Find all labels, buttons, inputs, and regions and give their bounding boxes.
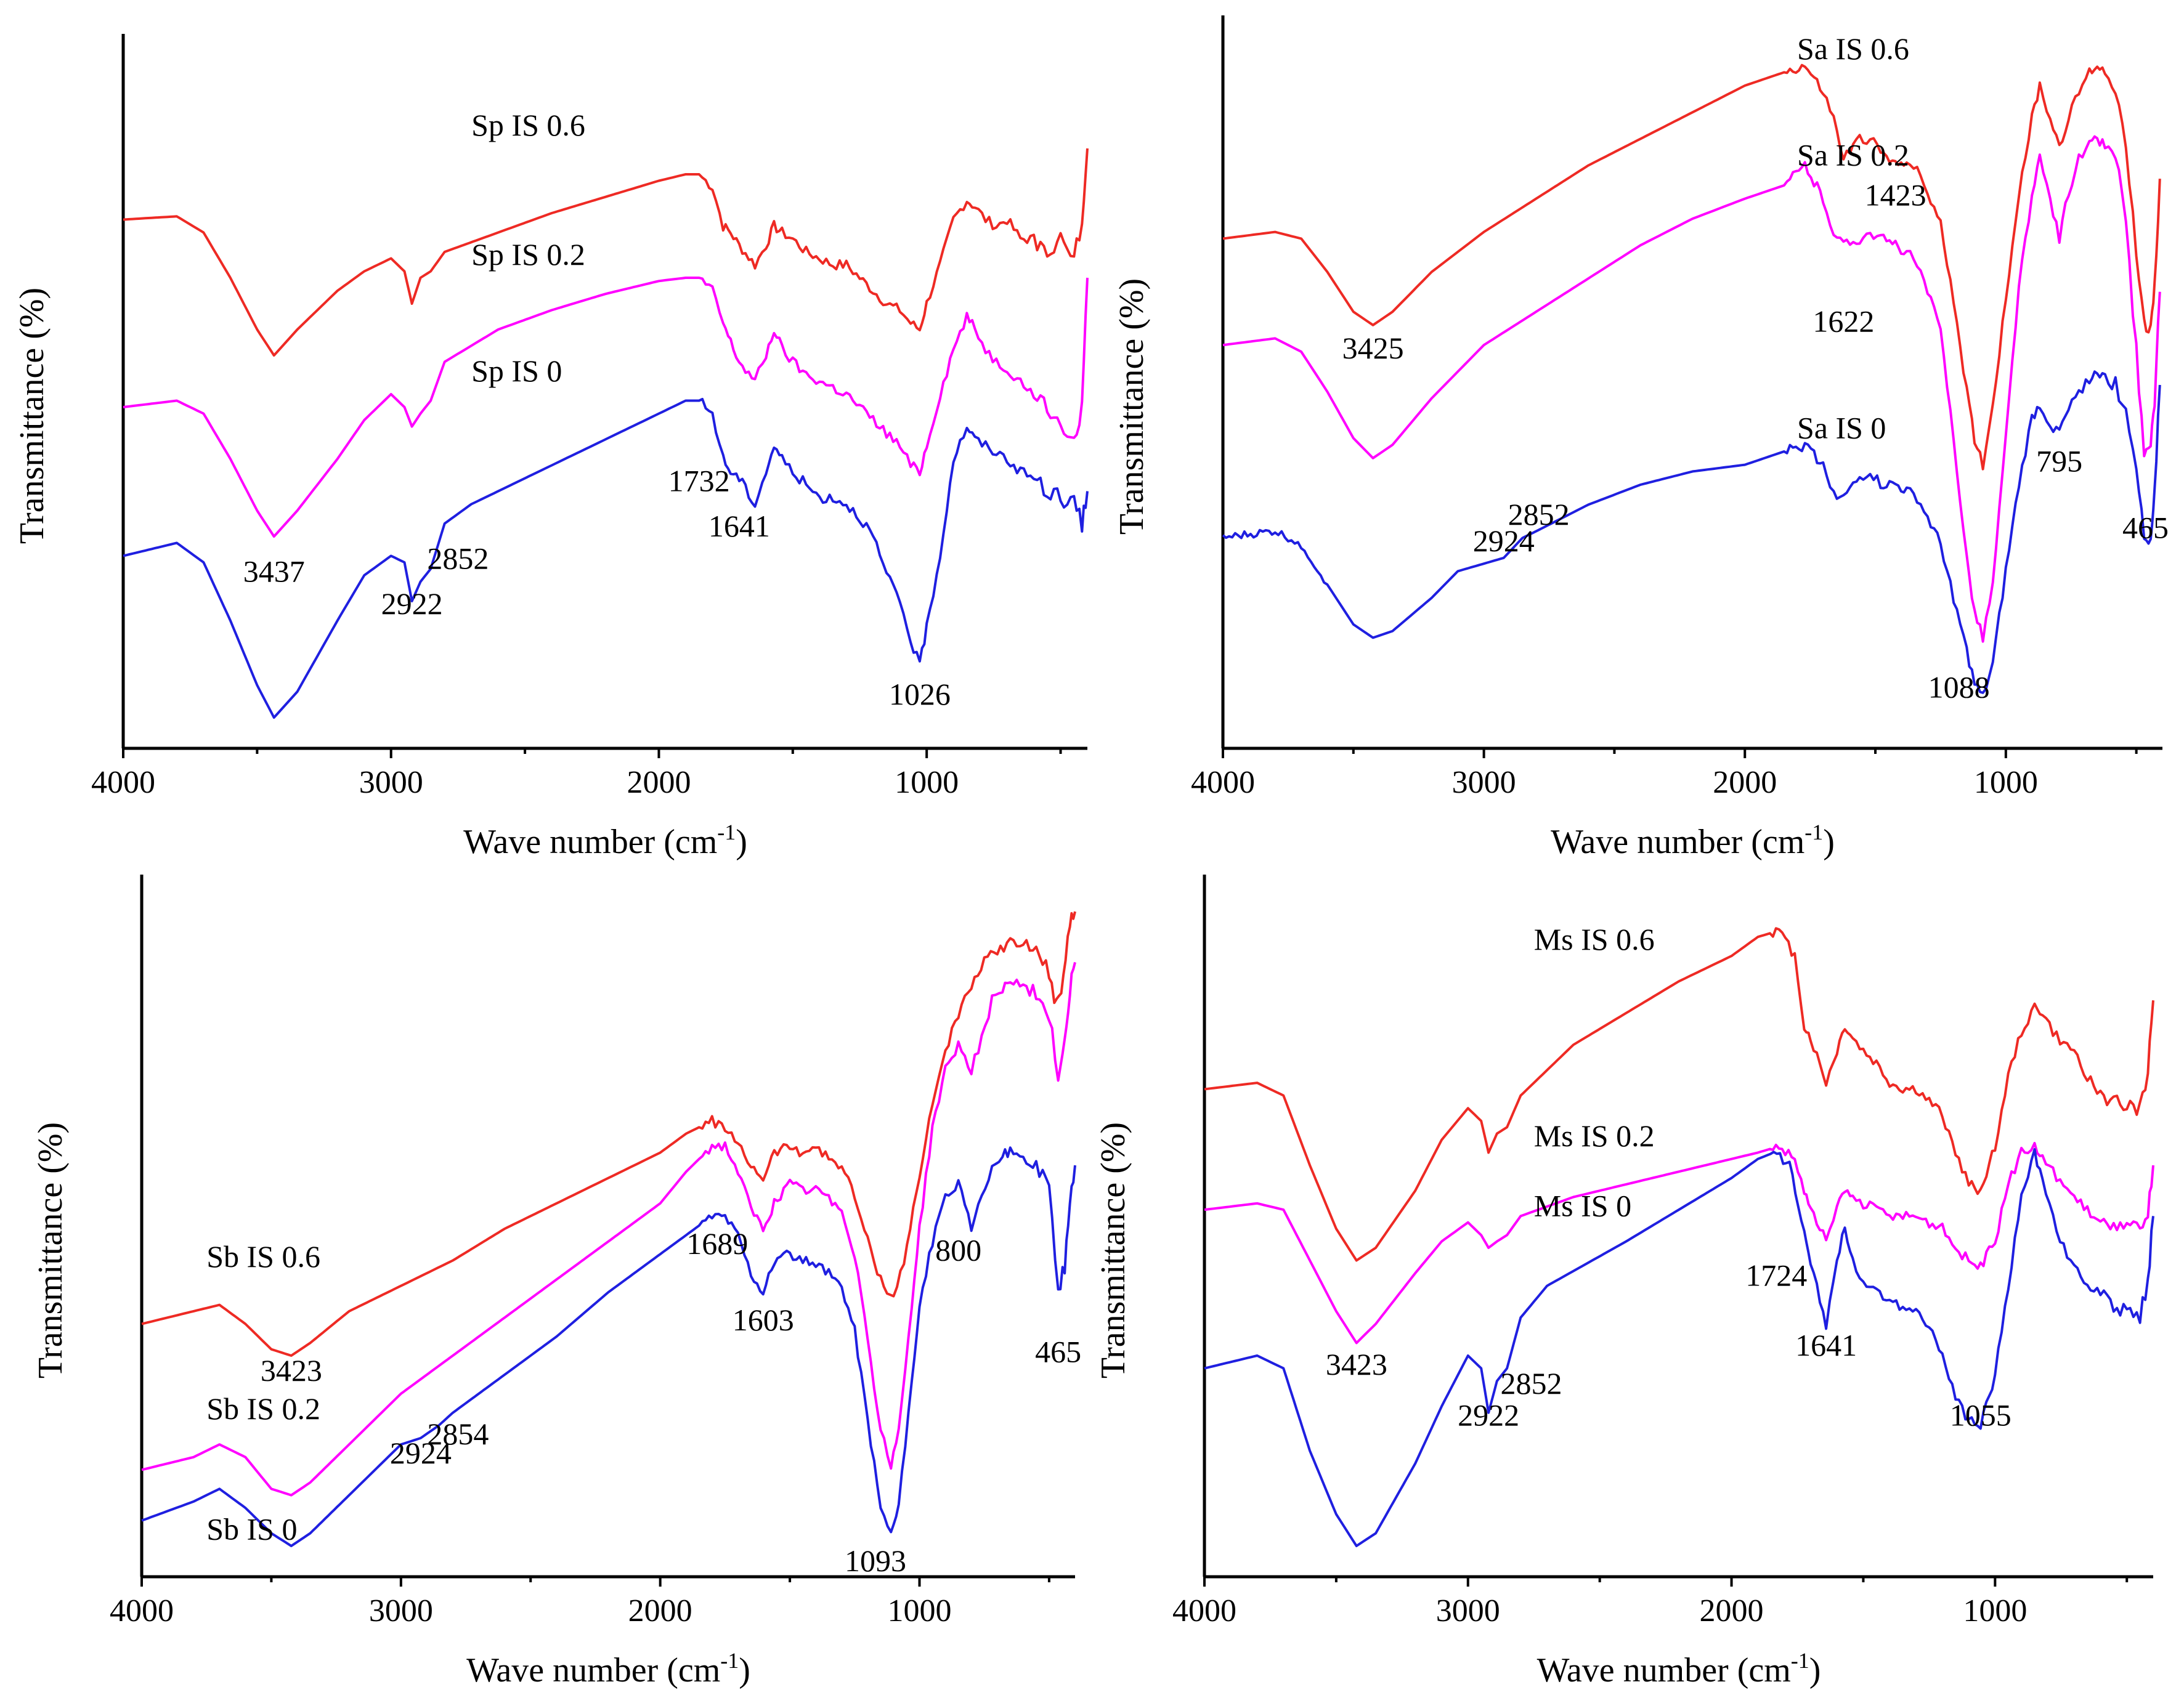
series-label: Sa IS 0.6 [1797, 31, 1909, 66]
peak-label: 1026 [889, 677, 951, 711]
x-axis-title-sup: -1 [717, 820, 736, 844]
y-axis-title: Transmittance (%) [1094, 1122, 1132, 1378]
x-axis-title-sup: -1 [1791, 1648, 1809, 1673]
x-axis-title: Wave number (cm-1) [463, 820, 747, 861]
series-label: Sa IS 0.2 [1797, 138, 1909, 172]
peak-label: 2924 [1473, 524, 1535, 558]
x-axis-title-close: ) [739, 1651, 750, 1689]
x-tick-label: 4000 [1191, 765, 1255, 800]
x-axis-title-main: Wave number (cm [1537, 1651, 1791, 1689]
series-line-sb-is-0 [141, 1146, 1076, 1547]
x-axis-title-close: ) [1809, 1651, 1821, 1689]
series-label: Sb IS 0.6 [206, 1239, 320, 1274]
x-tick-label: 2000 [1713, 765, 1777, 800]
x-axis-title-main: Wave number (cm [463, 823, 717, 861]
x-tick-label: 3000 [369, 1593, 433, 1628]
peak-label: 2854 [427, 1417, 489, 1451]
peak-label: 2922 [381, 586, 443, 621]
peak-label: 1603 [733, 1303, 794, 1337]
x-tick-label: 4000 [91, 765, 155, 800]
peak-label: 1724 [1745, 1258, 1807, 1293]
series-line-ms-is-0 [1204, 1148, 2154, 1547]
peak-label: 1641 [1795, 1328, 1857, 1362]
y-axis-title: Transmittance (%) [31, 1122, 70, 1378]
peak-label: 1732 [668, 464, 730, 498]
series-label: Ms IS 0.6 [1534, 922, 1655, 957]
peak-label: 1423 [1865, 177, 1926, 212]
series-line-sa-is-0-6 [1222, 63, 2161, 471]
x-tick-label: 3000 [1436, 1593, 1500, 1628]
peak-label: 2922 [1458, 1398, 1519, 1432]
x-axis-title-sup: -1 [1804, 820, 1823, 844]
x-axis-title-main: Wave number (cm [1551, 823, 1804, 861]
series-label: Ms IS 0.2 [1534, 1119, 1655, 1153]
series-line-sa-is-0-2 [1222, 135, 2161, 643]
peak-label: 3425 [1342, 331, 1404, 365]
x-tick-label: 1000 [888, 1593, 952, 1628]
x-axis-title-close: ) [1823, 823, 1835, 861]
x-axis-title: Wave number (cm-1) [1551, 820, 1835, 861]
x-axis-title-close: ) [736, 823, 747, 861]
series-label: Sb IS 0 [206, 1512, 297, 1547]
series-label: Sp IS 0.6 [471, 108, 585, 142]
peak-label: 1088 [1928, 670, 1990, 705]
series-line-sa-is-0 [1222, 370, 2161, 694]
peak-label: 465 [2122, 510, 2169, 544]
series-line-sp-is-0-6 [123, 148, 1089, 357]
x-tick-label: 1000 [1963, 1593, 2027, 1628]
peak-label: 3437 [243, 554, 305, 589]
series-label: Sa IS 0 [1797, 410, 1886, 445]
chart-panel-sp: 4000 3000 2000 1000 Wave number (cm-1) Transm… [13, 34, 1089, 861]
peak-label: 2852 [1508, 497, 1570, 532]
chart-panel-ms: 4000 3000 2000 1000 Wave number (cm-1) Transm… [1094, 875, 2154, 1689]
x-tick-label: 3000 [1452, 765, 1516, 800]
peak-label: 800 [935, 1233, 981, 1268]
peak-label: 795 [2036, 443, 2082, 478]
series-label: Sb IS 0.2 [206, 1391, 320, 1426]
peak-label: 3423 [261, 1353, 322, 1388]
x-tick-label: 1000 [1974, 765, 2038, 800]
y-axis-title: Transmittance (%) [1113, 278, 1151, 535]
peak-label: 2924 [390, 1436, 452, 1470]
series-line-ms-is-0-2 [1204, 1142, 2154, 1345]
x-axis-title: Wave number (cm-1) [466, 1648, 750, 1689]
x-axis-title-sup: -1 [720, 1648, 739, 1673]
peak-label: 1641 [708, 509, 770, 543]
peak-label: 1055 [1950, 1398, 2011, 1432]
x-tick-label: 2000 [627, 765, 691, 800]
series-line-ms-is-0-6 [1204, 927, 2154, 1262]
series-line-sb-is-0-2 [141, 961, 1076, 1497]
x-tick-label: 2000 [1700, 1593, 1764, 1628]
peak-label: 2852 [427, 541, 489, 576]
y-axis-title: Transmittance (%) [13, 288, 51, 544]
peak-label: 465 [1035, 1334, 1081, 1369]
x-axis-title: Wave number (cm-1) [1537, 1648, 1821, 1689]
peak-label: 1093 [845, 1543, 906, 1578]
x-tick-label: 2000 [628, 1593, 692, 1628]
series-label: Sp IS 0 [471, 354, 562, 388]
chart-panel-sb: 4000 3000 2000 1000 Wave number (cm-1) Transm… [31, 875, 1081, 1689]
series-label: Ms IS 0 [1534, 1188, 1631, 1223]
peak-label: 1622 [1813, 304, 1874, 339]
x-tick-label: 3000 [359, 765, 423, 800]
series-label: Sp IS 0.2 [471, 237, 585, 272]
chart-panel-sa: 4000 3000 2000 1000 Wave number (cm-1) Transm… [1113, 15, 2169, 861]
series-line-sp-is-0 [123, 398, 1089, 719]
x-tick-label: 4000 [1172, 1593, 1236, 1628]
series-line-sb-is-0-6 [141, 911, 1076, 1357]
peak-label: 2852 [1500, 1366, 1562, 1401]
x-tick-label: 1000 [895, 765, 959, 800]
x-axis-title-main: Wave number (cm [466, 1651, 720, 1689]
x-tick-label: 4000 [110, 1593, 174, 1628]
peak-label: 3423 [1326, 1347, 1387, 1381]
peak-label: 1689 [686, 1226, 748, 1261]
series-line-sp-is-0-2 [123, 277, 1089, 538]
